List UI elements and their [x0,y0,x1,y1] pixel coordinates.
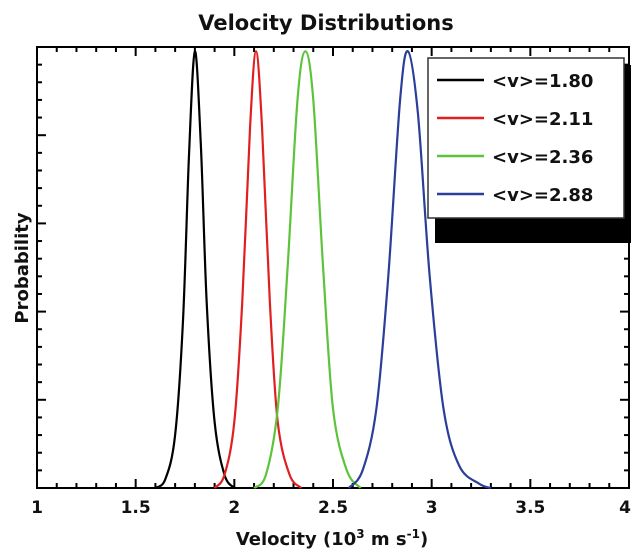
x-axis-label-sup2: -1 [407,527,420,541]
x-axis-label-main: Velocity (10 [236,529,356,550]
x-axis-label-mid: m s [365,529,407,550]
legend: <v>=1.80 <v>=2.11 <v>=2.36 <v>=2.88 [427,57,631,243]
series-line-2 [213,50,303,489]
x-tick-label: 4 [619,498,631,518]
y-axis-label: Probability [12,212,33,323]
series-line-3 [253,50,362,489]
x-tick-label: 2 [228,498,240,518]
x-tick-label: 1 [31,498,43,518]
chart-title: Velocity Distributions [198,11,453,35]
x-tick-label: 3.5 [515,498,545,518]
x-tick-label: 3 [426,498,438,518]
legend-items: <v>=1.80 <v>=2.11 <v>=2.36 <v>=2.88 [437,71,593,206]
x-tick-label: 1.5 [121,498,151,518]
series-line-1 [154,50,236,489]
legend-label-1: <v>=1.80 [492,71,593,92]
x-axis-label-sup1: 3 [356,527,364,541]
legend-label-2: <v>=2.11 [492,109,593,130]
legend-box [427,57,625,219]
x-axis-label: Velocity (103 m s-1) [236,527,428,550]
legend-label-4: <v>=2.88 [492,185,593,206]
x-ticks [36,47,630,488]
x-tick-labels: 1 1.5 2 2.5 3 3.5 4 [31,498,631,518]
legend-label-3: <v>=2.36 [492,147,593,168]
x-axis-label-end: ) [420,529,428,550]
x-tick-label: 2.5 [318,498,348,518]
series-line-4 [347,50,492,490]
series-lines [154,50,492,490]
